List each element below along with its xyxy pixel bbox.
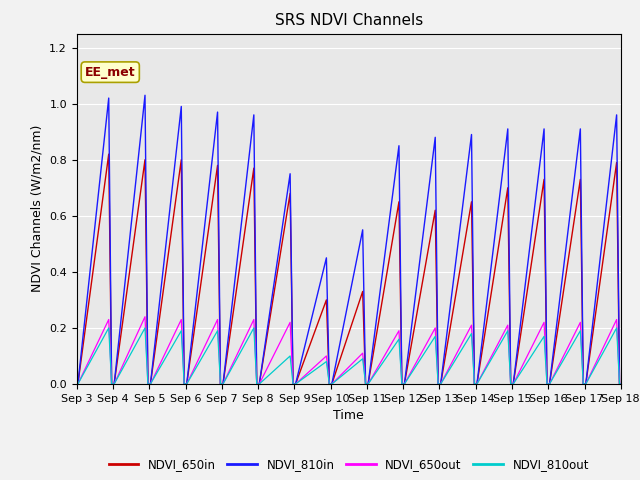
NDVI_810in bbox=[282, 202, 289, 207]
NDVI_650in bbox=[617, 381, 625, 387]
NDVI_810in bbox=[73, 381, 81, 387]
NDVI_810out bbox=[135, 336, 143, 342]
NDVI_650out bbox=[617, 381, 625, 387]
Line: NDVI_650in: NDVI_650in bbox=[77, 154, 621, 384]
NDVI_810in bbox=[135, 150, 143, 156]
NDVI_810in bbox=[617, 381, 625, 387]
NDVI_650out bbox=[135, 327, 143, 333]
NDVI_650in bbox=[305, 344, 313, 350]
NDVI_810out bbox=[105, 325, 113, 331]
NDVI_810out bbox=[305, 371, 313, 377]
NDVI_650out bbox=[282, 328, 289, 334]
NDVI_650out bbox=[168, 337, 175, 343]
NDVI_650in bbox=[548, 367, 556, 372]
NDVI_650in bbox=[135, 200, 143, 206]
NDVI_650in bbox=[282, 218, 289, 224]
NDVI_810in bbox=[141, 92, 149, 98]
NDVI_810out bbox=[607, 336, 614, 342]
Line: NDVI_650out: NDVI_650out bbox=[77, 317, 621, 384]
NDVI_810in bbox=[548, 363, 556, 369]
NDVI_650in bbox=[73, 381, 81, 387]
X-axis label: Time: Time bbox=[333, 409, 364, 422]
Y-axis label: NDVI Channels (W/m2/nm): NDVI Channels (W/m2/nm) bbox=[31, 125, 44, 292]
NDVI_810in bbox=[168, 193, 175, 199]
Line: NDVI_810out: NDVI_810out bbox=[77, 328, 621, 384]
NDVI_650in bbox=[168, 229, 175, 235]
NDVI_810out bbox=[282, 357, 289, 363]
NDVI_650out bbox=[141, 314, 149, 320]
NDVI_810out bbox=[548, 377, 556, 383]
NDVI_650out bbox=[607, 330, 614, 336]
Line: NDVI_810in: NDVI_810in bbox=[77, 95, 621, 384]
NDVI_810in bbox=[305, 325, 313, 331]
NDVI_650out bbox=[73, 381, 81, 387]
NDVI_650out bbox=[548, 377, 556, 383]
NDVI_810out bbox=[168, 345, 175, 351]
NDVI_810out bbox=[617, 381, 625, 387]
NDVI_650out bbox=[305, 369, 313, 374]
Text: EE_met: EE_met bbox=[85, 66, 136, 79]
NDVI_650in bbox=[607, 205, 614, 211]
Title: SRS NDVI Channels: SRS NDVI Channels bbox=[275, 13, 423, 28]
NDVI_650in bbox=[105, 151, 113, 157]
NDVI_810in bbox=[607, 168, 614, 173]
Legend: NDVI_650in, NDVI_810in, NDVI_650out, NDVI_810out: NDVI_650in, NDVI_810in, NDVI_650out, NDV… bbox=[104, 454, 594, 476]
NDVI_810out bbox=[73, 381, 81, 387]
